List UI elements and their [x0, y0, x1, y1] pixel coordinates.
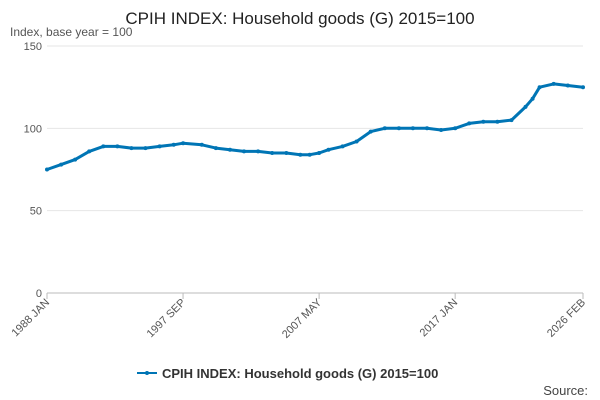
data-point[interactable]: [143, 146, 148, 151]
data-point[interactable]: [199, 142, 204, 147]
data-point[interactable]: [551, 81, 556, 86]
y-tick-label: 150: [24, 41, 42, 53]
x-tick-label: 1997 SEP: [145, 297, 189, 341]
data-point[interactable]: [307, 152, 312, 157]
data-point[interactable]: [59, 162, 64, 167]
x-tick-label: 1988 JAN: [9, 297, 52, 340]
data-point[interactable]: [171, 142, 176, 147]
legend[interactable]: CPIH INDEX: Household goods (G) 2015=100: [137, 366, 438, 381]
data-point[interactable]: [213, 146, 218, 151]
data-point[interactable]: [509, 118, 514, 123]
x-axis: 1988 JAN 1997 SEP 2007 MAY 2017 JAN 2026 FEB: [9, 292, 588, 341]
data-point[interactable]: [495, 119, 500, 124]
data-point[interactable]: [129, 146, 134, 151]
data-point[interactable]: [157, 144, 162, 149]
data-point[interactable]: [284, 151, 289, 155]
x-tick-label: 2026 FEB: [545, 297, 588, 340]
data-point[interactable]: [368, 129, 373, 134]
data-point[interactable]: [340, 144, 345, 149]
data-point[interactable]: [228, 147, 232, 152]
data-point[interactable]: [382, 126, 387, 131]
data-point[interactable]: [317, 151, 322, 155]
data-point[interactable]: [453, 126, 458, 131]
source-label: Source:: [543, 383, 588, 398]
x-tick-label: 2007 MAY: [280, 296, 325, 341]
data-point[interactable]: [45, 167, 49, 172]
chart-subtitle: Index, base year = 100: [10, 25, 133, 39]
y-tick-label: 0: [36, 288, 42, 300]
data-point[interactable]: [115, 144, 120, 149]
data-point[interactable]: [481, 119, 486, 124]
x-tick-label: 2017 JAN: [418, 297, 461, 340]
data-point[interactable]: [565, 83, 570, 88]
data-point[interactable]: [537, 85, 542, 90]
data-point[interactable]: [87, 149, 92, 154]
legend-label: CPIH INDEX: Household goods (G) 2015=100: [162, 366, 438, 381]
data-point[interactable]: [530, 96, 535, 101]
y-tick-label: 50: [30, 206, 42, 218]
data-point[interactable]: [410, 126, 415, 131]
data-point[interactable]: [181, 141, 186, 146]
data-point[interactable]: [581, 85, 585, 90]
data-point[interactable]: [439, 128, 444, 132]
data-point[interactable]: [326, 147, 331, 152]
data-point[interactable]: [242, 149, 246, 154]
data-point[interactable]: [298, 152, 303, 157]
data-point[interactable]: [425, 126, 429, 131]
gridlines: [47, 45, 583, 294]
series-line: [45, 82, 585, 171]
data-point[interactable]: [354, 139, 359, 144]
data-point[interactable]: [396, 126, 401, 131]
series-layer: [45, 81, 585, 172]
y-tick-label: 100: [24, 123, 42, 135]
data-point[interactable]: [256, 149, 261, 154]
y-axis: 0 50 100 150: [24, 41, 42, 300]
data-point[interactable]: [270, 151, 275, 155]
data-point[interactable]: [101, 144, 106, 149]
data-point[interactable]: [523, 104, 528, 109]
legend-marker: [145, 371, 149, 375]
data-point[interactable]: [73, 157, 78, 162]
data-point[interactable]: [467, 121, 472, 126]
chart-title: CPIH INDEX: Household goods (G) 2015=100: [125, 9, 474, 28]
